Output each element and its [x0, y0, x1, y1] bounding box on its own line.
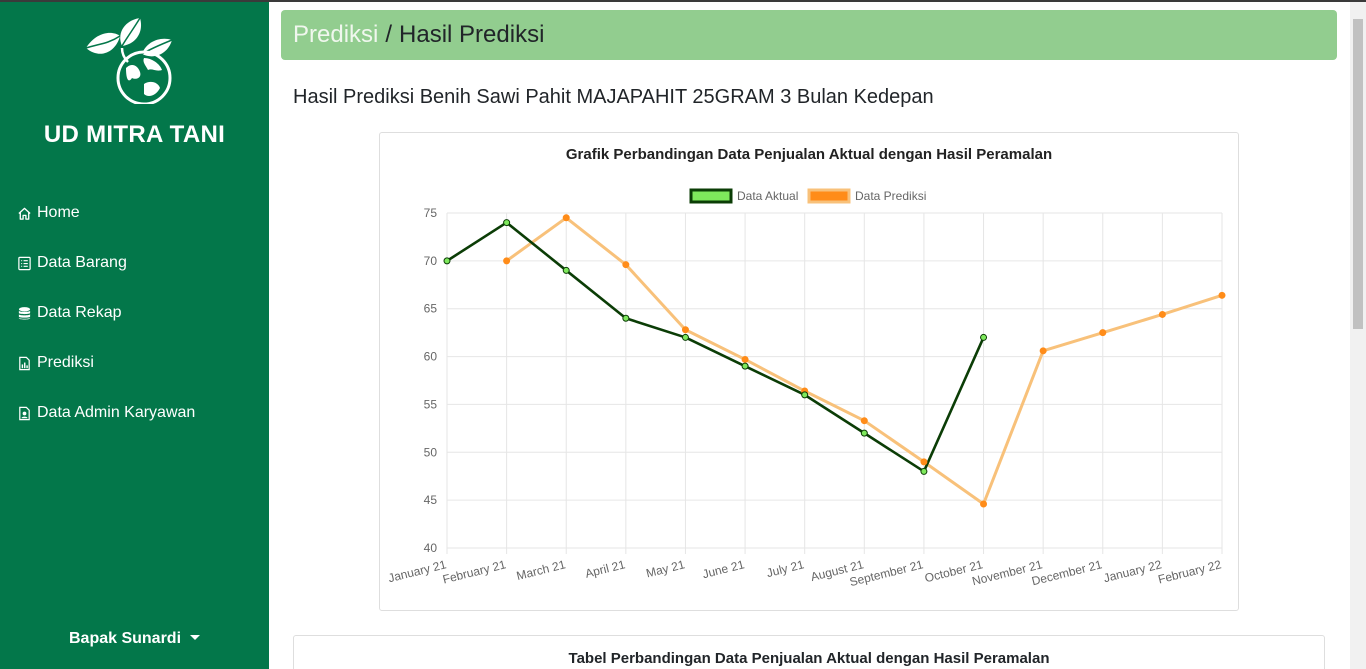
data-point-data-prediksi [1218, 291, 1226, 299]
chart-title: Grafik Perbandingan Data Penjualan Aktua… [566, 146, 1052, 163]
sidebar-item-prediksi[interactable]: Prediksi [0, 338, 269, 388]
data-point-data-prediksi [980, 500, 988, 508]
id-card-icon [16, 405, 32, 421]
y-tick-label: 45 [424, 493, 438, 507]
y-tick-label: 55 [424, 397, 438, 411]
data-point-data-prediksi [1158, 310, 1166, 318]
chart-points [443, 214, 1226, 508]
sidebar: UD MITRA TANI Home Data Barang Data Reka… [0, 2, 269, 669]
leaf-globe-logo [82, 17, 178, 106]
data-point-data-aktual [562, 266, 570, 274]
legend-swatch [689, 188, 733, 204]
sidebar-nav: Home Data Barang Data Rekap Prediksi Dat… [0, 188, 269, 438]
y-tick-label: 60 [424, 350, 438, 364]
data-point-data-aktual [920, 467, 928, 475]
sidebar-item-home[interactable]: Home [0, 188, 269, 238]
window-top-edge [0, 0, 1366, 2]
data-point-data-prediksi [1099, 329, 1107, 337]
data-point-data-prediksi [503, 257, 511, 265]
vertical-scrollbar[interactable] [1350, 2, 1366, 669]
legend-label: Data Prediksi [855, 189, 926, 203]
legend-swatch [807, 188, 851, 204]
legend-label: Data Aktual [737, 189, 798, 203]
chart-card: Grafik Perbandingan Data Penjualan Aktua… [379, 132, 1239, 611]
data-point-data-prediksi [562, 214, 570, 222]
comparison-line-chart: Grafik Perbandingan Data Penjualan Aktua… [387, 146, 1226, 589]
caret-down-icon [190, 635, 201, 640]
breadcrumb-current: Hasil Prediksi [399, 21, 545, 48]
x-tick-label: March 21 [515, 557, 567, 583]
breadcrumb: Prediksi / Hasil Prediksi [281, 10, 1337, 60]
x-tick-label: June 21 [701, 557, 746, 581]
data-point-data-prediksi [622, 261, 630, 269]
sidebar-item-data-barang[interactable]: Data Barang [0, 238, 269, 288]
sidebar-item-label: Home [37, 204, 80, 221]
home-icon [16, 205, 32, 221]
y-tick-label: 75 [424, 206, 438, 220]
brand-name: UD MITRA TANI [43, 121, 226, 148]
x-tick-label: February 21 [441, 557, 507, 586]
sidebar-item-data-rekap[interactable]: Data Rekap [0, 288, 269, 338]
main-content: Prediksi / Hasil Prediksi Hasil Prediksi… [269, 2, 1350, 669]
series-line-data-aktual [446, 221, 985, 473]
page-title: Hasil Prediksi Benih Sawi Pahit MAJAPAHI… [293, 86, 934, 108]
breadcrumb-link-prediksi[interactable]: Prediksi [293, 21, 379, 48]
chart-legend: Data Aktual Data Prediksi [689, 188, 926, 204]
breadcrumb-separator: / [385, 21, 393, 48]
data-point-data-aktual [622, 314, 630, 322]
data-point-data-aktual [980, 333, 988, 341]
sidebar-item-data-admin-karyawan[interactable]: Data Admin Karyawan [0, 388, 269, 438]
data-point-data-prediksi [1039, 347, 1047, 355]
sidebar-item-label: Data Admin Karyawan [37, 404, 196, 421]
x-tick-label: January 21 [387, 557, 448, 585]
database-icon [16, 305, 32, 321]
data-point-data-prediksi [741, 355, 749, 363]
x-tick-label: May 21 [645, 557, 687, 580]
table-card: Tabel Perbandingan Data Penjualan Aktual… [293, 635, 1325, 669]
sidebar-item-label: Data Barang [37, 254, 127, 271]
x-tick-label: January 22 [1102, 557, 1163, 585]
x-tick-label: July 21 [765, 557, 806, 580]
data-point-data-prediksi [920, 458, 928, 466]
y-tick-label: 40 [424, 541, 438, 555]
scrollbar-thumb[interactable] [1353, 19, 1363, 329]
sidebar-item-label: Data Rekap [37, 304, 122, 321]
chart-icon [16, 355, 32, 371]
x-tick-label: April 21 [584, 557, 627, 581]
data-point-data-aktual [860, 429, 868, 437]
x-tick-label: February 22 [1157, 557, 1223, 586]
sidebar-item-label: Prediksi [37, 354, 94, 371]
y-tick-label: 65 [424, 302, 438, 316]
table-title: Tabel Perbandingan Data Penjualan Aktual… [568, 650, 1050, 667]
data-point-data-prediksi [860, 417, 868, 425]
y-tick-label: 50 [424, 445, 438, 459]
y-tick-label: 70 [424, 254, 438, 268]
y-axis: 40 45 50 55 60 65 70 75 [424, 206, 438, 555]
chart-grid [446, 212, 1223, 554]
data-point-data-prediksi [681, 326, 689, 334]
data-point-data-aktual [443, 257, 451, 265]
data-point-data-aktual [801, 391, 809, 399]
data-point-data-aktual [681, 333, 689, 341]
user-menu[interactable]: Bapak Sunardi [0, 630, 269, 648]
list-icon [16, 255, 32, 271]
data-point-data-aktual [741, 362, 749, 370]
data-point-data-aktual [503, 219, 511, 227]
user-name: Bapak Sunardi [68, 630, 182, 647]
